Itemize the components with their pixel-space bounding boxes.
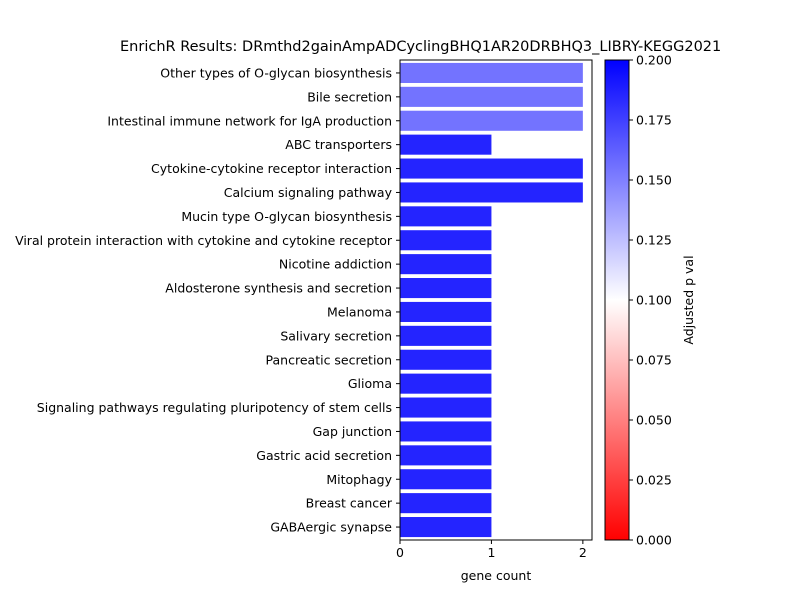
category-label: Intestinal immune network for IgA produc… — [107, 113, 392, 128]
colorbar-tick-label: 0.025 — [636, 473, 672, 488]
colorbar-tick-label: 0.075 — [636, 353, 672, 368]
bar — [400, 230, 492, 251]
category-label: Gastric acid secretion — [256, 448, 392, 463]
bar — [400, 517, 492, 538]
bar — [400, 373, 492, 394]
category-labels-group: Other types of O-glycan biosynthesis Bile… — [15, 65, 400, 535]
x-tick-label: 1 — [487, 545, 495, 560]
x-axis-label: gene count — [461, 568, 532, 583]
category-label: Viral protein interaction with cytokine … — [15, 233, 393, 248]
colorbar-tick-label: 0.150 — [636, 173, 672, 188]
category-label: Breast cancer — [306, 496, 393, 511]
category-label: Other types of O-glycan biosynthesis — [160, 65, 392, 80]
bar — [400, 110, 583, 131]
colorbar-tick-label: 0.200 — [636, 53, 672, 68]
category-label: Mucin type O-glycan biosynthesis — [181, 209, 392, 224]
colorbar-tick-label: 0.100 — [636, 293, 672, 308]
bar — [400, 182, 583, 203]
category-label: Signaling pathways regulating pluripoten… — [37, 400, 392, 415]
category-label: Nicotine addiction — [279, 257, 392, 272]
x-tick-label: 2 — [579, 545, 587, 560]
colorbar — [604, 59, 630, 541]
bar — [400, 206, 492, 227]
colorbar-label: Adjusted p val — [681, 255, 696, 344]
category-label: Salivary secretion — [280, 328, 392, 343]
bar — [400, 397, 492, 418]
colorbar-tick-label: 0.050 — [636, 413, 672, 428]
category-label: Aldosterone synthesis and secretion — [165, 281, 392, 296]
bar — [400, 421, 492, 442]
bar — [400, 62, 583, 83]
bar — [400, 445, 492, 466]
colorbar-tick-label: 0.000 — [636, 533, 672, 548]
bar — [400, 493, 492, 514]
category-label: GABAergic synapse — [270, 520, 392, 535]
category-label: Calcium signaling pathway — [224, 185, 393, 200]
bar — [400, 469, 492, 490]
bar — [400, 278, 492, 299]
bar — [400, 158, 583, 179]
bar — [400, 301, 492, 322]
colorbar-tick-label: 0.175 — [636, 113, 672, 128]
x-tick-label: 0 — [396, 545, 404, 560]
category-label: Glioma — [348, 376, 392, 391]
category-label: Gap junction — [313, 424, 392, 439]
bar — [400, 86, 583, 107]
category-label: Cytokine-cytokine receptor interaction — [151, 161, 392, 176]
colorbar-tick-label: 0.125 — [636, 233, 672, 248]
bar — [400, 254, 492, 275]
category-label: Melanoma — [327, 304, 392, 319]
category-label: Mitophagy — [326, 472, 392, 487]
plot-frame — [399, 59, 593, 541]
bar — [400, 134, 492, 155]
category-label: Pancreatic secretion — [266, 352, 392, 367]
chart-title: EnrichR Results: DRmthd2gainAmpADCycling… — [120, 39, 721, 55]
bar — [400, 325, 492, 346]
category-label: ABC transporters — [285, 137, 392, 152]
category-label: Bile secretion — [307, 89, 392, 104]
bars-group — [400, 62, 583, 538]
colorbar-ticks-group: 0.000 0.025 0.050 0.075 0.100 0.125 0.150 0.175… — [629, 53, 672, 548]
bar — [400, 349, 492, 370]
x-ticks-group: 0 1 2 — [396, 540, 587, 560]
